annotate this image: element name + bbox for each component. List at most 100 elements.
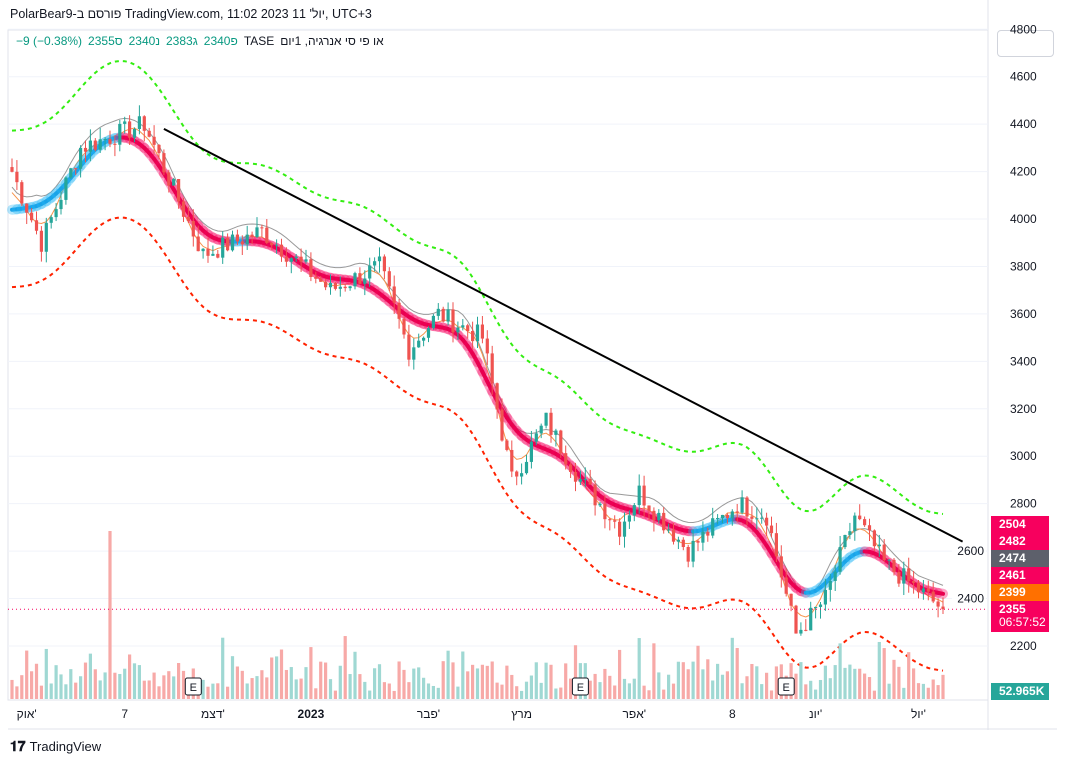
candle-body — [662, 512, 666, 531]
candle-body — [44, 222, 48, 252]
y-tick-label: 2600 — [957, 544, 984, 558]
volume-bar — [711, 680, 715, 699]
volume-bar — [299, 678, 303, 699]
candle-body — [343, 286, 347, 289]
candle-body — [456, 327, 460, 333]
candle-body — [353, 273, 357, 287]
tv-logo-icon: 𝟏𝟕 — [10, 738, 26, 754]
candle-body — [382, 256, 386, 272]
candle-body — [245, 234, 249, 245]
volume-bar — [49, 683, 53, 699]
candle-body — [858, 515, 862, 520]
candle-body — [471, 330, 475, 342]
candle-body — [720, 514, 725, 519]
candle-body — [275, 244, 279, 246]
candle-body — [564, 453, 568, 465]
candle-body — [49, 217, 53, 223]
candle-body — [39, 230, 43, 252]
candle-body — [475, 324, 480, 342]
x-tick-label: מרץ — [511, 707, 532, 721]
candle-body — [226, 237, 230, 251]
candle-body — [711, 518, 715, 536]
candle-body — [79, 147, 83, 169]
volume-bar — [284, 669, 288, 699]
volume-bar — [240, 670, 244, 699]
candle-body — [54, 209, 58, 218]
candle-body — [466, 325, 470, 331]
candle-body — [941, 606, 945, 610]
candle-body — [520, 473, 524, 477]
volume-bar — [426, 683, 431, 699]
candle-body — [823, 589, 827, 605]
price-tag-value: 2504 — [999, 517, 1026, 531]
candle-body — [152, 136, 156, 145]
trendline — [163, 128, 964, 543]
volume-bar — [314, 688, 318, 699]
price-tag-value: 2482 — [999, 534, 1026, 548]
volume-bar — [368, 690, 372, 699]
candle-body — [147, 130, 151, 137]
volume-bar — [206, 686, 210, 699]
candle-body — [618, 521, 622, 537]
price-tag: 2474 — [991, 550, 1049, 567]
candle-body — [25, 203, 29, 213]
volume-bar — [382, 682, 386, 699]
volume-bar — [245, 683, 249, 699]
candle-body — [485, 338, 489, 354]
candle-body — [211, 253, 215, 256]
candle-body — [412, 347, 416, 360]
volume-bar — [662, 689, 666, 699]
volume-bar — [157, 686, 161, 699]
tradingview-logo: 𝟏𝟕 TradingView — [10, 738, 102, 754]
price-tag-value: 2474 — [999, 551, 1026, 565]
candle-body — [230, 234, 235, 251]
candle-body — [784, 577, 788, 594]
volume-bar — [324, 662, 328, 699]
scale-button[interactable] — [997, 30, 1054, 57]
candle-body — [34, 220, 39, 231]
candle-body — [417, 340, 421, 348]
volume-bar — [490, 661, 494, 699]
volume-bar — [588, 680, 592, 699]
price-tag: 2399 — [991, 584, 1049, 601]
candle-body — [588, 478, 592, 485]
candle-body — [377, 256, 382, 262]
volume-bar — [593, 673, 597, 699]
candle-body — [549, 412, 553, 435]
volume-bar — [275, 656, 279, 699]
candle-body — [686, 547, 690, 562]
volume-bar — [809, 680, 813, 699]
volume-bar — [235, 666, 239, 699]
volume-bar — [353, 651, 357, 699]
y-tick-label: 4400 — [1010, 117, 1037, 131]
change-value: −9 (−0.38%) — [16, 34, 83, 48]
volume-bar — [902, 687, 906, 699]
candle-body — [760, 517, 764, 519]
price-tag-value: 2399 — [999, 585, 1026, 599]
volume-bar — [441, 661, 445, 699]
candle-body — [108, 139, 112, 144]
volume-bar — [730, 637, 734, 699]
close-value: ס2355 — [88, 34, 123, 48]
x-tick-label: אוק' — [17, 707, 37, 721]
volume-bar — [358, 674, 362, 699]
candle-body — [902, 568, 906, 584]
volume-bar — [201, 679, 205, 699]
candle-body — [10, 167, 14, 172]
candle-body — [632, 505, 636, 516]
volume-bar — [877, 641, 881, 699]
candle-body — [667, 529, 671, 531]
symbol-name: או פי סי אנרגיה, 1יום — [280, 34, 384, 48]
candle-body — [853, 515, 857, 532]
y-tick-label: 3200 — [1010, 402, 1037, 416]
volume-bar — [520, 690, 524, 699]
candle-body — [916, 582, 921, 593]
candle-body — [93, 140, 97, 150]
volume-bar — [475, 668, 480, 699]
volume-bar — [667, 674, 671, 699]
candle-body — [186, 216, 190, 222]
candle-body — [88, 140, 92, 152]
candle-body — [196, 236, 200, 252]
volume-bar — [637, 638, 641, 699]
